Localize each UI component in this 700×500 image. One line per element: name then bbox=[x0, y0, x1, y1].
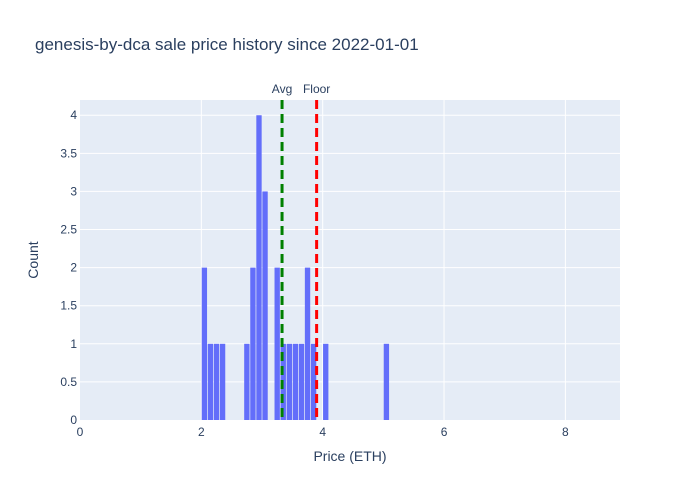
x-axis-ticks: 0 2 4 6 8 bbox=[77, 425, 569, 439]
histogram-bar bbox=[201, 267, 208, 420]
histogram-bar bbox=[219, 343, 226, 420]
reference-lines: Avg Floor bbox=[272, 82, 330, 420]
histogram-bar bbox=[250, 267, 256, 420]
y-tick-label: 4 bbox=[70, 108, 77, 122]
histogram-bar bbox=[213, 343, 220, 420]
y-tick-label: 1.5 bbox=[60, 299, 77, 313]
gridlines bbox=[80, 100, 620, 420]
x-tick-label: 8 bbox=[562, 425, 569, 439]
y-tick-label: 3 bbox=[70, 184, 77, 198]
x-axis-label: Price (ETH) bbox=[313, 448, 386, 464]
reference-line-label: Floor bbox=[303, 82, 330, 96]
histogram-bar bbox=[323, 343, 329, 420]
histogram-bar bbox=[244, 343, 250, 420]
histogram-bar bbox=[298, 343, 305, 420]
y-axis-label: Count bbox=[25, 241, 41, 278]
histogram-bar bbox=[207, 343, 214, 420]
histogram-bar bbox=[310, 343, 317, 420]
y-tick-label: 0 bbox=[70, 413, 77, 427]
y-tick-label: 2 bbox=[70, 261, 77, 275]
histogram-bar bbox=[262, 191, 268, 420]
x-tick-label: 4 bbox=[319, 425, 326, 439]
histogram-bar bbox=[383, 343, 390, 420]
bars-group bbox=[201, 115, 390, 420]
y-tick-label: 2.5 bbox=[60, 223, 77, 237]
y-tick-label: 3.5 bbox=[60, 146, 77, 160]
histogram-bar bbox=[274, 267, 280, 420]
x-tick-label: 2 bbox=[198, 425, 205, 439]
histogram-bar bbox=[304, 267, 311, 420]
histogram-bar bbox=[256, 115, 262, 420]
y-tick-label: 0.5 bbox=[60, 375, 77, 389]
x-tick-label: 6 bbox=[441, 425, 448, 439]
reference-line-label: Avg bbox=[272, 82, 292, 96]
chart-title: genesis-by-dca sale price history since … bbox=[35, 35, 419, 54]
histogram-bar bbox=[286, 343, 292, 420]
x-tick-label: 0 bbox=[77, 425, 84, 439]
y-tick-label: 1 bbox=[70, 337, 77, 351]
y-axis-ticks: 0 0.5 1 1.5 2 2.5 3 3.5 4 bbox=[60, 108, 77, 427]
histogram-bar bbox=[292, 343, 299, 420]
plot-area bbox=[80, 100, 620, 420]
